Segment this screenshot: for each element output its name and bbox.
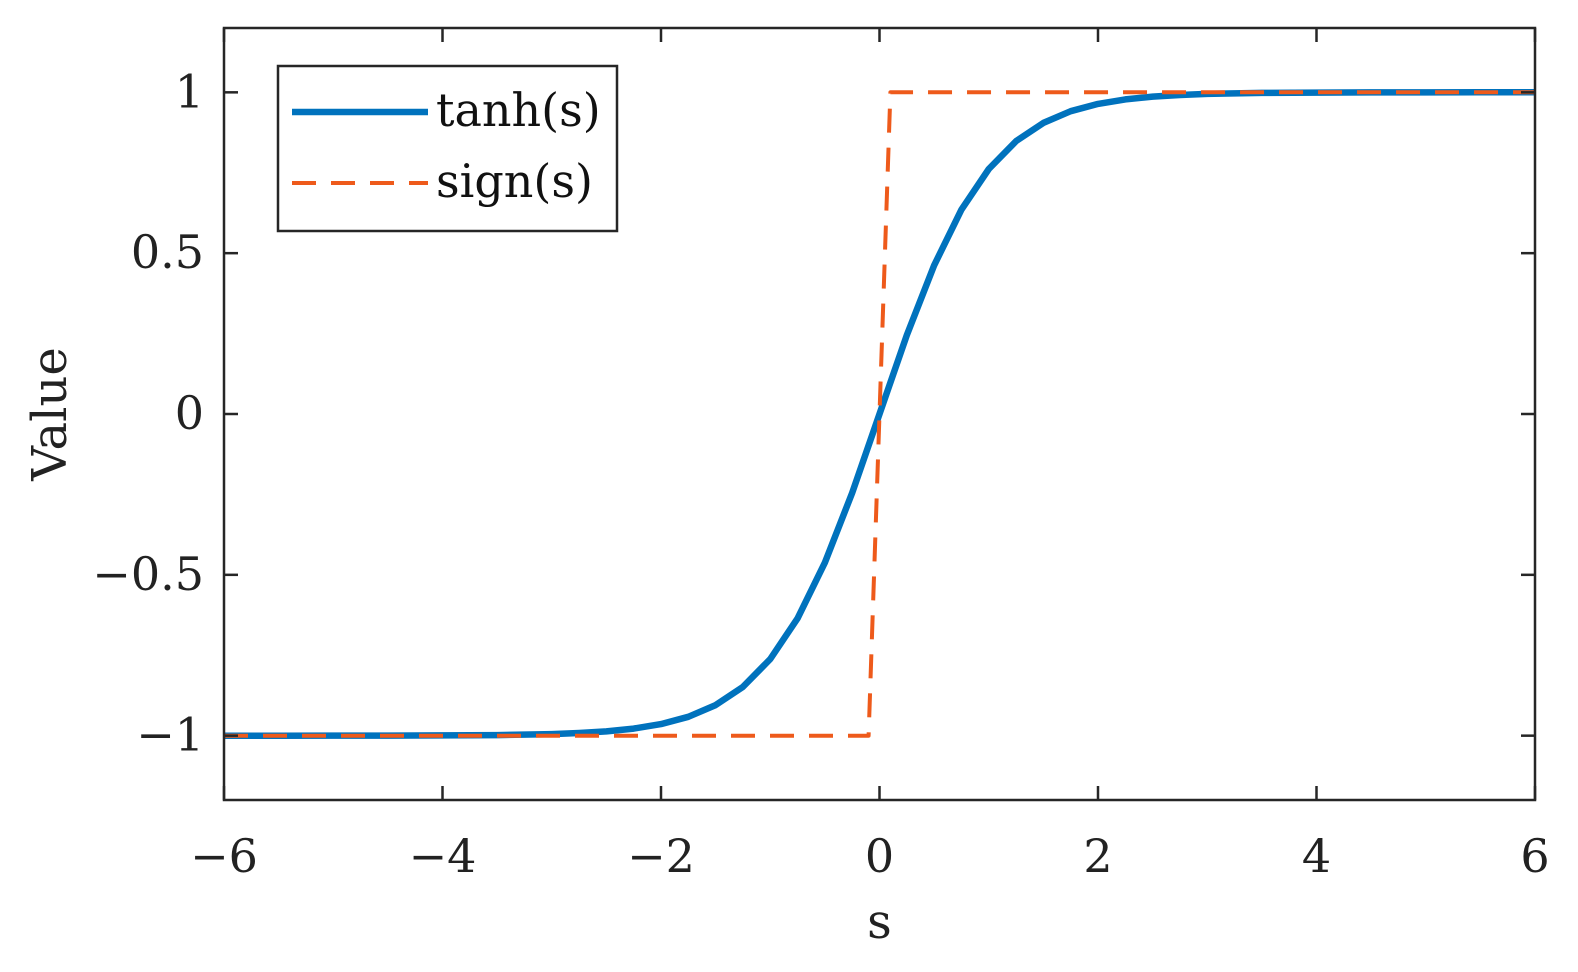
y-tick-label: −1 (136, 708, 204, 762)
y-axis-label: Value (22, 347, 78, 482)
x-tick-label: 6 (1520, 829, 1549, 883)
legend-label-sign: sign(s) (436, 154, 593, 208)
tick-labels-layer: −6 −4 −2 0 2 4 6 −1 −0.5 0 0.5 1 (92, 64, 1549, 883)
legend-label-tanh: tanh(s) (436, 83, 601, 137)
y-tick-label: 1 (175, 64, 204, 118)
legend: tanh(s) sign(s) (276, 64, 619, 233)
x-tick-label: 4 (1302, 829, 1331, 883)
x-tick-label: −2 (627, 829, 695, 883)
x-axis-label: s (867, 894, 892, 950)
series-layer (224, 89, 1535, 739)
x-tick-label: 2 (1083, 829, 1112, 883)
x-tick-label: −4 (409, 829, 477, 883)
y-tick-label: 0.5 (131, 225, 204, 279)
y-tick-label: −0.5 (92, 547, 204, 601)
legend-box (276, 64, 619, 233)
plot-frame (222, 26, 1537, 802)
y-tick-label: 0 (175, 386, 204, 440)
x-tick-label: 0 (865, 829, 894, 883)
x-tick-label: −6 (190, 829, 258, 883)
series-line-sign (224, 90, 1535, 738)
